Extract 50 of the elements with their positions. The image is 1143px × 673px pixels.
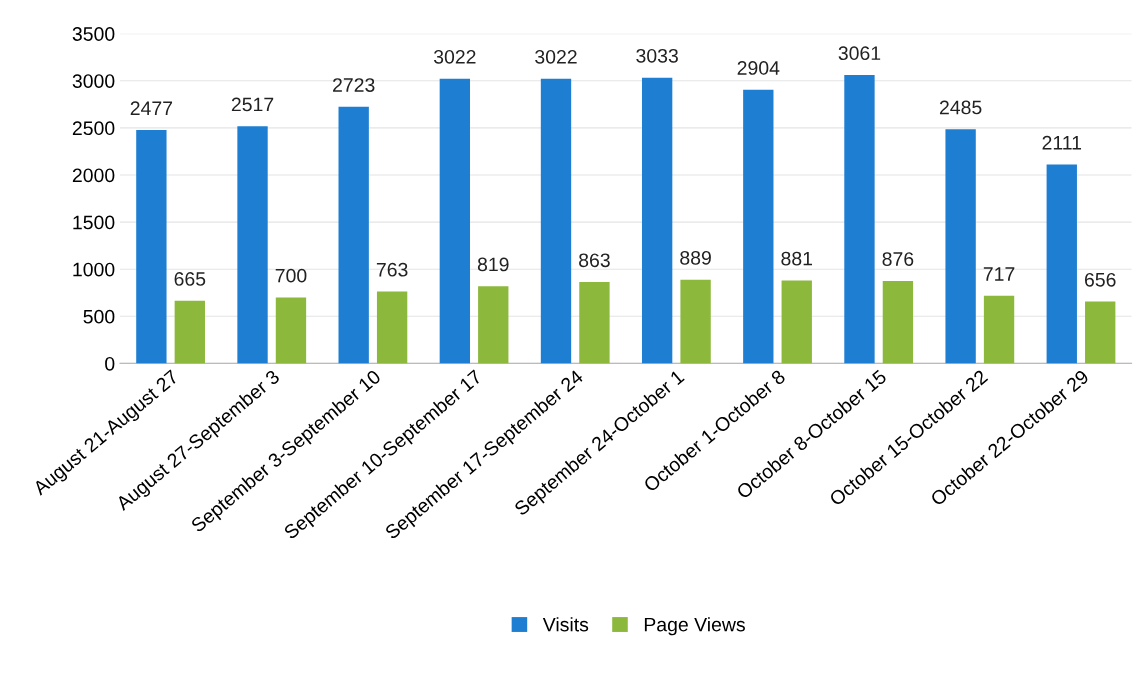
- data-label: 717: [983, 267, 1015, 281]
- data-label: 2723: [333, 78, 375, 92]
- bar: [174, 300, 205, 364]
- data-label: 3022: [535, 49, 577, 64]
- bar: [1046, 164, 1077, 364]
- data-label: 2111: [1042, 135, 1082, 150]
- bar: [983, 295, 1015, 364]
- bar: [1085, 301, 1116, 364]
- data-label: 2517: [231, 97, 274, 112]
- bar: [136, 130, 167, 364]
- bar: [478, 286, 509, 364]
- bar: [945, 129, 976, 364]
- bar: [439, 78, 471, 364]
- y-tick-label: 500: [83, 309, 115, 324]
- bar: [743, 89, 774, 364]
- bar: [680, 279, 711, 364]
- data-label: 763: [376, 262, 408, 277]
- legend-label: Visits: [542, 617, 589, 632]
- data-label: 665: [174, 272, 206, 286]
- data-label: 889: [680, 250, 711, 265]
- data-label: 819: [477, 257, 509, 272]
- y-tick-label: 2500: [72, 121, 115, 136]
- data-label: 876: [882, 252, 914, 266]
- bar: [237, 126, 268, 364]
- bar: [579, 282, 610, 364]
- bar: [275, 297, 307, 364]
- y-tick-label: 0: [105, 356, 115, 371]
- bar: [882, 280, 914, 364]
- data-label: 3022: [433, 49, 476, 64]
- bar: [338, 106, 369, 364]
- data-label: 2477: [130, 101, 173, 115]
- bar: [641, 77, 673, 364]
- data-label: 3033: [636, 48, 678, 63]
- data-label: 700: [275, 268, 307, 283]
- y-tick-label: 2000: [72, 168, 115, 183]
- data-label: 863: [579, 253, 610, 268]
- data-label: 2485: [939, 100, 982, 115]
- data-label: 2904: [737, 61, 780, 75]
- y-tick-label: 3000: [72, 74, 115, 88]
- data-label: 3061: [838, 46, 881, 61]
- data-label: 881: [781, 251, 813, 266]
- y-tick-label: 1500: [73, 215, 115, 230]
- bar: [781, 280, 812, 364]
- data-label: 656: [1084, 272, 1116, 287]
- y-tick-label: 3500: [72, 27, 115, 41]
- y-tick-label: 1000: [73, 262, 115, 277]
- legend-label: Page Views: [644, 617, 745, 636]
- bar: [844, 75, 875, 364]
- bar: [540, 78, 572, 364]
- bar: [376, 291, 408, 364]
